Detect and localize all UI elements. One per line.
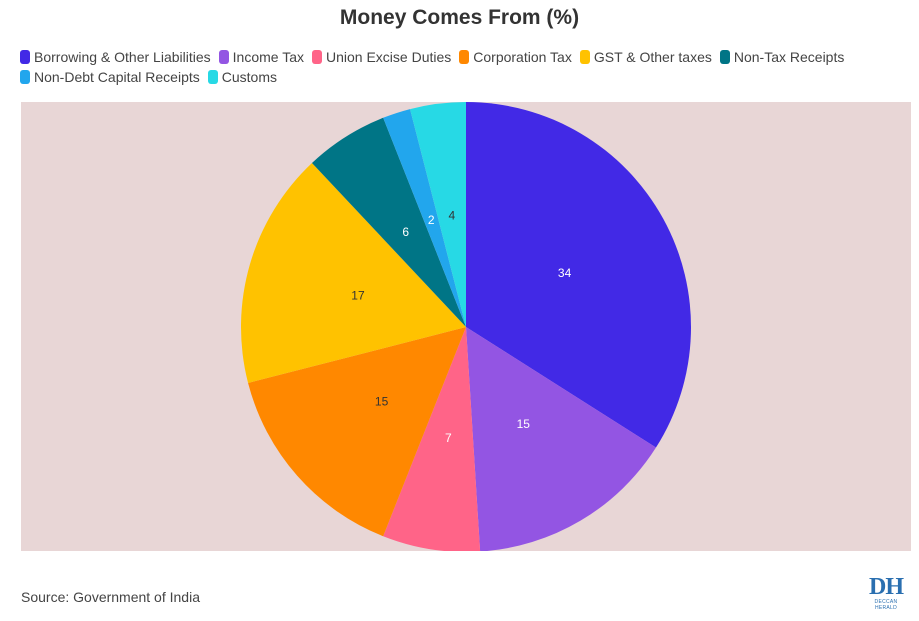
legend-label: GST & Other taxes bbox=[593, 49, 712, 65]
legend-item[interactable]: Non-Debt Capital Receipts bbox=[20, 68, 200, 86]
slice-value-label: 17 bbox=[351, 289, 365, 303]
slice-value-label: 34 bbox=[558, 266, 572, 280]
pie-slice[interactable] bbox=[383, 109, 466, 327]
slice-value-label: 6 bbox=[402, 225, 409, 239]
logo-text: DECCAN HERALD bbox=[874, 599, 898, 611]
pie-slice[interactable] bbox=[248, 327, 466, 537]
legend-item[interactable]: GST & Other taxes bbox=[579, 48, 712, 66]
legend-swatch bbox=[311, 50, 322, 64]
legend-label: Income Tax bbox=[232, 49, 304, 65]
pie-slice[interactable] bbox=[311, 117, 466, 327]
legend-swatch bbox=[20, 50, 30, 64]
legend-item[interactable]: Non-Tax Receipts bbox=[719, 48, 845, 66]
chart-title: Money Comes From (%) bbox=[339, 6, 580, 29]
legend-label: Customs bbox=[221, 69, 277, 85]
legend-item[interactable]: Income Tax bbox=[218, 48, 304, 66]
source-note: Source: Government of India bbox=[21, 589, 200, 605]
slice-value-label: 15 bbox=[375, 394, 389, 408]
legend-label: Borrowing & Other Liabilities bbox=[34, 49, 211, 65]
logo-mark: DH bbox=[869, 574, 904, 600]
legend-item[interactable]: Union Excise Duties bbox=[311, 48, 452, 66]
legend-item[interactable]: Borrowing & Other Liabilities bbox=[20, 48, 211, 66]
legend-item[interactable]: Corporation Tax bbox=[459, 48, 572, 66]
plot-area: 34 15 7 15 17 6 2 4 bbox=[21, 102, 911, 551]
legend-label: Corporation Tax bbox=[473, 49, 572, 65]
slice-value-label: 4 bbox=[449, 208, 456, 222]
legend-swatch bbox=[459, 50, 470, 64]
slice-value-label: 7 bbox=[445, 431, 452, 445]
pie-slice[interactable] bbox=[466, 327, 656, 551]
legend-swatch bbox=[218, 50, 229, 64]
legend-label: Union Excise Duties bbox=[325, 49, 452, 65]
legend-item[interactable]: Customs bbox=[207, 68, 277, 86]
legend-label: Non-Debt Capital Receipts bbox=[34, 69, 200, 85]
legend-swatch bbox=[719, 50, 730, 64]
pie-slice[interactable] bbox=[383, 327, 481, 551]
legend-swatch bbox=[579, 50, 590, 64]
legend-swatch bbox=[207, 70, 218, 84]
legend-label: Non-Tax Receipts bbox=[733, 49, 845, 65]
pie-slice[interactable] bbox=[466, 102, 691, 448]
slice-value-label: 2 bbox=[428, 213, 435, 227]
pie-slice[interactable] bbox=[410, 102, 466, 327]
legend-swatch bbox=[20, 70, 30, 84]
slice-value-label: 15 bbox=[517, 417, 531, 431]
pie-chart: 34 15 7 15 17 6 2 4 bbox=[241, 102, 691, 551]
pie-slice[interactable] bbox=[241, 162, 466, 383]
deccan-herald-logo[interactable]: DH DECCAN HERALD bbox=[864, 575, 908, 611]
chart-legend: Borrowing & Other Liabilities Income Tax U… bbox=[20, 48, 900, 86]
